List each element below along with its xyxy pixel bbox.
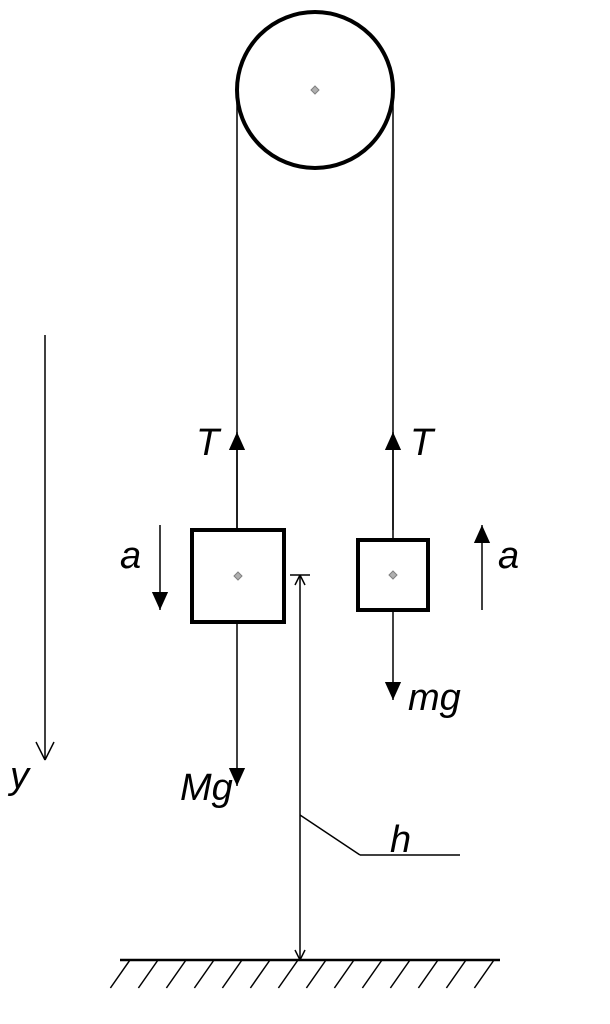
ground-hatch [390,960,410,988]
ground-hatch [418,960,438,988]
label-T_right: T [410,422,436,464]
ground-hatch [138,960,158,988]
ground-hatch [334,960,354,988]
ground-hatch [194,960,214,988]
ground-hatch [362,960,382,988]
ground-hatch [222,960,242,988]
ground-hatch [250,960,270,988]
arrowhead [474,525,490,543]
h-leader [300,815,360,855]
arrowhead [45,742,54,760]
arrowhead [36,742,45,760]
arrowhead [385,682,401,700]
ground-hatch [278,960,298,988]
arrowhead [385,432,401,450]
ground-hatch [474,960,494,988]
ground-hatch [446,960,466,988]
label-mg: mg [408,677,461,719]
ground-hatch [306,960,326,988]
ground-hatch [110,960,130,988]
arrowhead [229,432,245,450]
label-a_left: a [120,535,141,577]
label-a_right: a [498,535,519,577]
label-h: h [390,819,411,861]
arrowhead [152,592,168,610]
label-T_left: T [196,422,222,464]
ground-hatch [166,960,186,988]
label-Mg: Mg [180,767,233,809]
label-y: y [7,755,31,797]
